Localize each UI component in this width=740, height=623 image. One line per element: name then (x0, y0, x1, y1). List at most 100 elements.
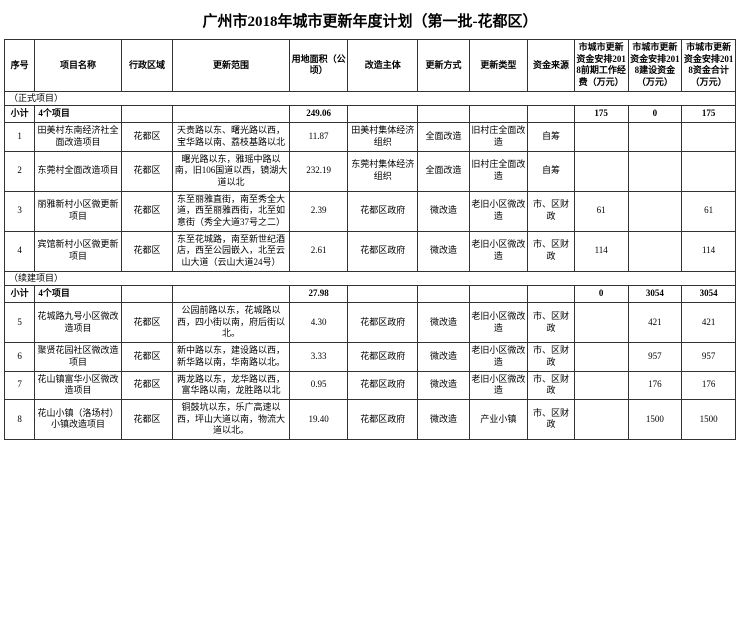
cell: 花都区 (121, 343, 172, 371)
cell: 老旧小区微改造 (469, 303, 527, 343)
cell: 5 (5, 303, 35, 343)
cell: 小计 (5, 286, 35, 303)
cell: 175 (574, 106, 628, 123)
cell: 花都区 (121, 399, 172, 439)
table-row: 5花城路九号小区微改造项目花都区公园前路以东，花城路以西，四小街以南，府后街以北… (5, 303, 736, 343)
cell (469, 286, 527, 303)
h-area: 用地面积（公顷） (289, 40, 347, 92)
cell: 3.33 (289, 343, 347, 371)
main-table: 序号 项目名称 行政区域 更新范围 用地面积（公顷） 改造主体 更新方式 更新类… (4, 39, 736, 440)
cell: 114 (574, 231, 628, 271)
cell: 花都区政府 (348, 191, 418, 231)
cell: 1500 (682, 399, 736, 439)
cell: 176 (682, 371, 736, 399)
header-row: 序号 项目名称 行政区域 更新范围 用地面积（公顷） 改造主体 更新方式 更新类… (5, 40, 736, 92)
cell: 61 (574, 191, 628, 231)
cell (628, 123, 682, 151)
cell: 田美村集体经济组织 (348, 123, 418, 151)
cell: 东莞村集体经济组织 (348, 151, 418, 191)
cell: 232.19 (289, 151, 347, 191)
cell: 市、区财政 (528, 191, 575, 231)
cell: 花都区政府 (348, 371, 418, 399)
h-fund2: 市城市更新资金安排2018建设资金（万元） (628, 40, 682, 92)
cell (348, 106, 418, 123)
cell: 4个项目 (35, 286, 121, 303)
table-row: 1田美村东南经济社全面改造项目花都区天贵路以东、曙光路以西，宝华路以南、荔枝基路… (5, 123, 736, 151)
table-row: 3丽雅新村小区微更新项目花都区东至丽雅直街，南至秀全大道，西至丽雅西街，北至如意… (5, 191, 736, 231)
cell: 0 (628, 106, 682, 123)
cell: 市、区财政 (528, 231, 575, 271)
section-label-row: （正式项目） (5, 91, 736, 106)
cell: 老旧小区微改造 (469, 231, 527, 271)
cell: 花都区 (121, 371, 172, 399)
h-body: 改造主体 (348, 40, 418, 92)
cell: 2.39 (289, 191, 347, 231)
cell: 产业小镇 (469, 399, 527, 439)
cell: 8 (5, 399, 35, 439)
cell: 花都区政府 (348, 399, 418, 439)
cell (574, 123, 628, 151)
cell: 田美村东南经济社全面改造项目 (35, 123, 121, 151)
cell: 自筹 (528, 123, 575, 151)
cell: 19.40 (289, 399, 347, 439)
h-scope: 更新范围 (173, 40, 290, 92)
cell (173, 106, 290, 123)
h-region: 行政区域 (121, 40, 172, 92)
cell: 天贵路以东、曙光路以西，宝华路以南、荔枝基路以北 (173, 123, 290, 151)
cell: 花都区 (121, 231, 172, 271)
cell (418, 106, 469, 123)
table-row: 8花山小镇（洛场村）小镇改造项目花都区铜鼓坑以东，乐广高速以西，坪山大道以南，物… (5, 399, 736, 439)
cell: 聚贤花园社区微改造项目 (35, 343, 121, 371)
cell: 175 (682, 106, 736, 123)
cell (682, 123, 736, 151)
cell: 东至丽雅直街，南至秀全大道，西至丽雅西街，北至如意街（秀全大道37号之二） (173, 191, 290, 231)
subtotal-row: 小计4个项目249.061750175 (5, 106, 736, 123)
cell: 3054 (682, 286, 736, 303)
cell (121, 286, 172, 303)
cell: 421 (628, 303, 682, 343)
cell: 老旧小区微改造 (469, 371, 527, 399)
cell (628, 231, 682, 271)
cell: 自筹 (528, 151, 575, 191)
cell: 微改造 (418, 231, 469, 271)
cell: 公园前路以东，花城路以西，四小街以南，府后街以北。 (173, 303, 290, 343)
cell: 0.95 (289, 371, 347, 399)
cell: 114 (682, 231, 736, 271)
h-method: 更新方式 (418, 40, 469, 92)
cell: 421 (682, 303, 736, 343)
cell: 两龙路以东，龙华路以西，富华路以南，龙胜路以北 (173, 371, 290, 399)
cell: 0 (574, 286, 628, 303)
h-source: 资金来源 (528, 40, 575, 92)
section-label: （续建项目） (5, 271, 736, 286)
cell: 3 (5, 191, 35, 231)
cell: 花山镇富华小区微改造项目 (35, 371, 121, 399)
subtotal-row: 小计4个项目27.98030543054 (5, 286, 736, 303)
cell (528, 286, 575, 303)
cell: 新中路以东，建设路以西，新华路以南，华南路以北。 (173, 343, 290, 371)
cell: 花城路九号小区微改造项目 (35, 303, 121, 343)
cell: 花都区 (121, 123, 172, 151)
table-row: 7花山镇富华小区微改造项目花都区两龙路以东，龙华路以西，富华路以南，龙胜路以北0… (5, 371, 736, 399)
cell: 全面改造 (418, 151, 469, 191)
h-type: 更新类型 (469, 40, 527, 92)
table-row: 6聚贤花园社区微改造项目花都区新中路以东，建设路以西，新华路以南，华南路以北。3… (5, 343, 736, 371)
cell: 微改造 (418, 303, 469, 343)
cell: 旧村庄全面改造 (469, 123, 527, 151)
cell: 61 (682, 191, 736, 231)
cell: 1500 (628, 399, 682, 439)
cell: 微改造 (418, 343, 469, 371)
section-label: （正式项目） (5, 91, 736, 106)
cell: 旧村庄全面改造 (469, 151, 527, 191)
table-row: 4宾馆新村小区微更新项目花都区东至花城路，南至新世纪酒店，西至公园嵌入，北至云山… (5, 231, 736, 271)
cell: 微改造 (418, 371, 469, 399)
cell: 1 (5, 123, 35, 151)
cell (628, 191, 682, 231)
cell: 市、区财政 (528, 399, 575, 439)
cell: 957 (682, 343, 736, 371)
cell (418, 286, 469, 303)
cell: 2 (5, 151, 35, 191)
cell: 小计 (5, 106, 35, 123)
cell: 东至花城路，南至新世纪酒店，西至公园嵌入，北至云山大道（云山大道24号） (173, 231, 290, 271)
cell: 花山小镇（洛场村）小镇改造项目 (35, 399, 121, 439)
cell: 4个项目 (35, 106, 121, 123)
